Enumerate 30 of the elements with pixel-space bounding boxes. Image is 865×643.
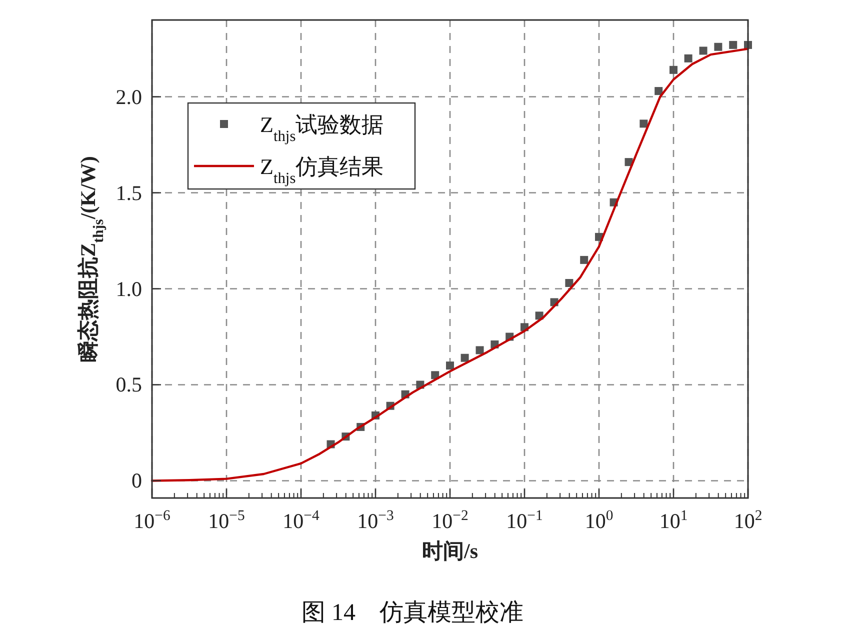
point (729, 40, 738, 49)
point (654, 87, 663, 96)
point (640, 120, 648, 128)
x-tick-label: 10$^{−6}$ (134, 508, 170, 533)
x-tick-label: 10$^{−4}$ (282, 508, 320, 533)
x-tick-label: 10$^{−3}$ (357, 508, 394, 533)
x-tick-label: 10$^{−2}$ (432, 508, 468, 533)
legend-label: Z$_{thjs}$试验数据 (260, 112, 384, 144)
point (714, 42, 722, 51)
y-tick-label: 2.0 (116, 84, 142, 109)
x-tick-label: 10$^{2}$ (734, 508, 762, 533)
y-tick-label: 0 (132, 468, 142, 493)
x-tick-label: 10$^{−1}$ (506, 508, 543, 533)
y-tick-label: 1.5 (116, 180, 142, 205)
point (684, 54, 692, 62)
legend-label: Z$_{thjs}$仿真结果 (260, 154, 384, 186)
x-tick-label: 10$^{−5}$ (208, 508, 245, 533)
x-axis-title: 时间/s (422, 539, 478, 563)
point (699, 46, 708, 55)
x-tick-label: 10$^{1}$ (659, 508, 688, 533)
point (446, 362, 454, 370)
y-tick-label: 1.0 (116, 276, 142, 301)
point (565, 278, 574, 287)
point (670, 66, 678, 74)
point (460, 354, 469, 362)
x-tick-label: 10$^{0}$ (584, 508, 614, 533)
caption: 图 14 仿真模型校准 (302, 600, 524, 626)
y-tick-label: 0.5 (116, 372, 142, 397)
point (476, 346, 484, 354)
point (580, 256, 588, 264)
